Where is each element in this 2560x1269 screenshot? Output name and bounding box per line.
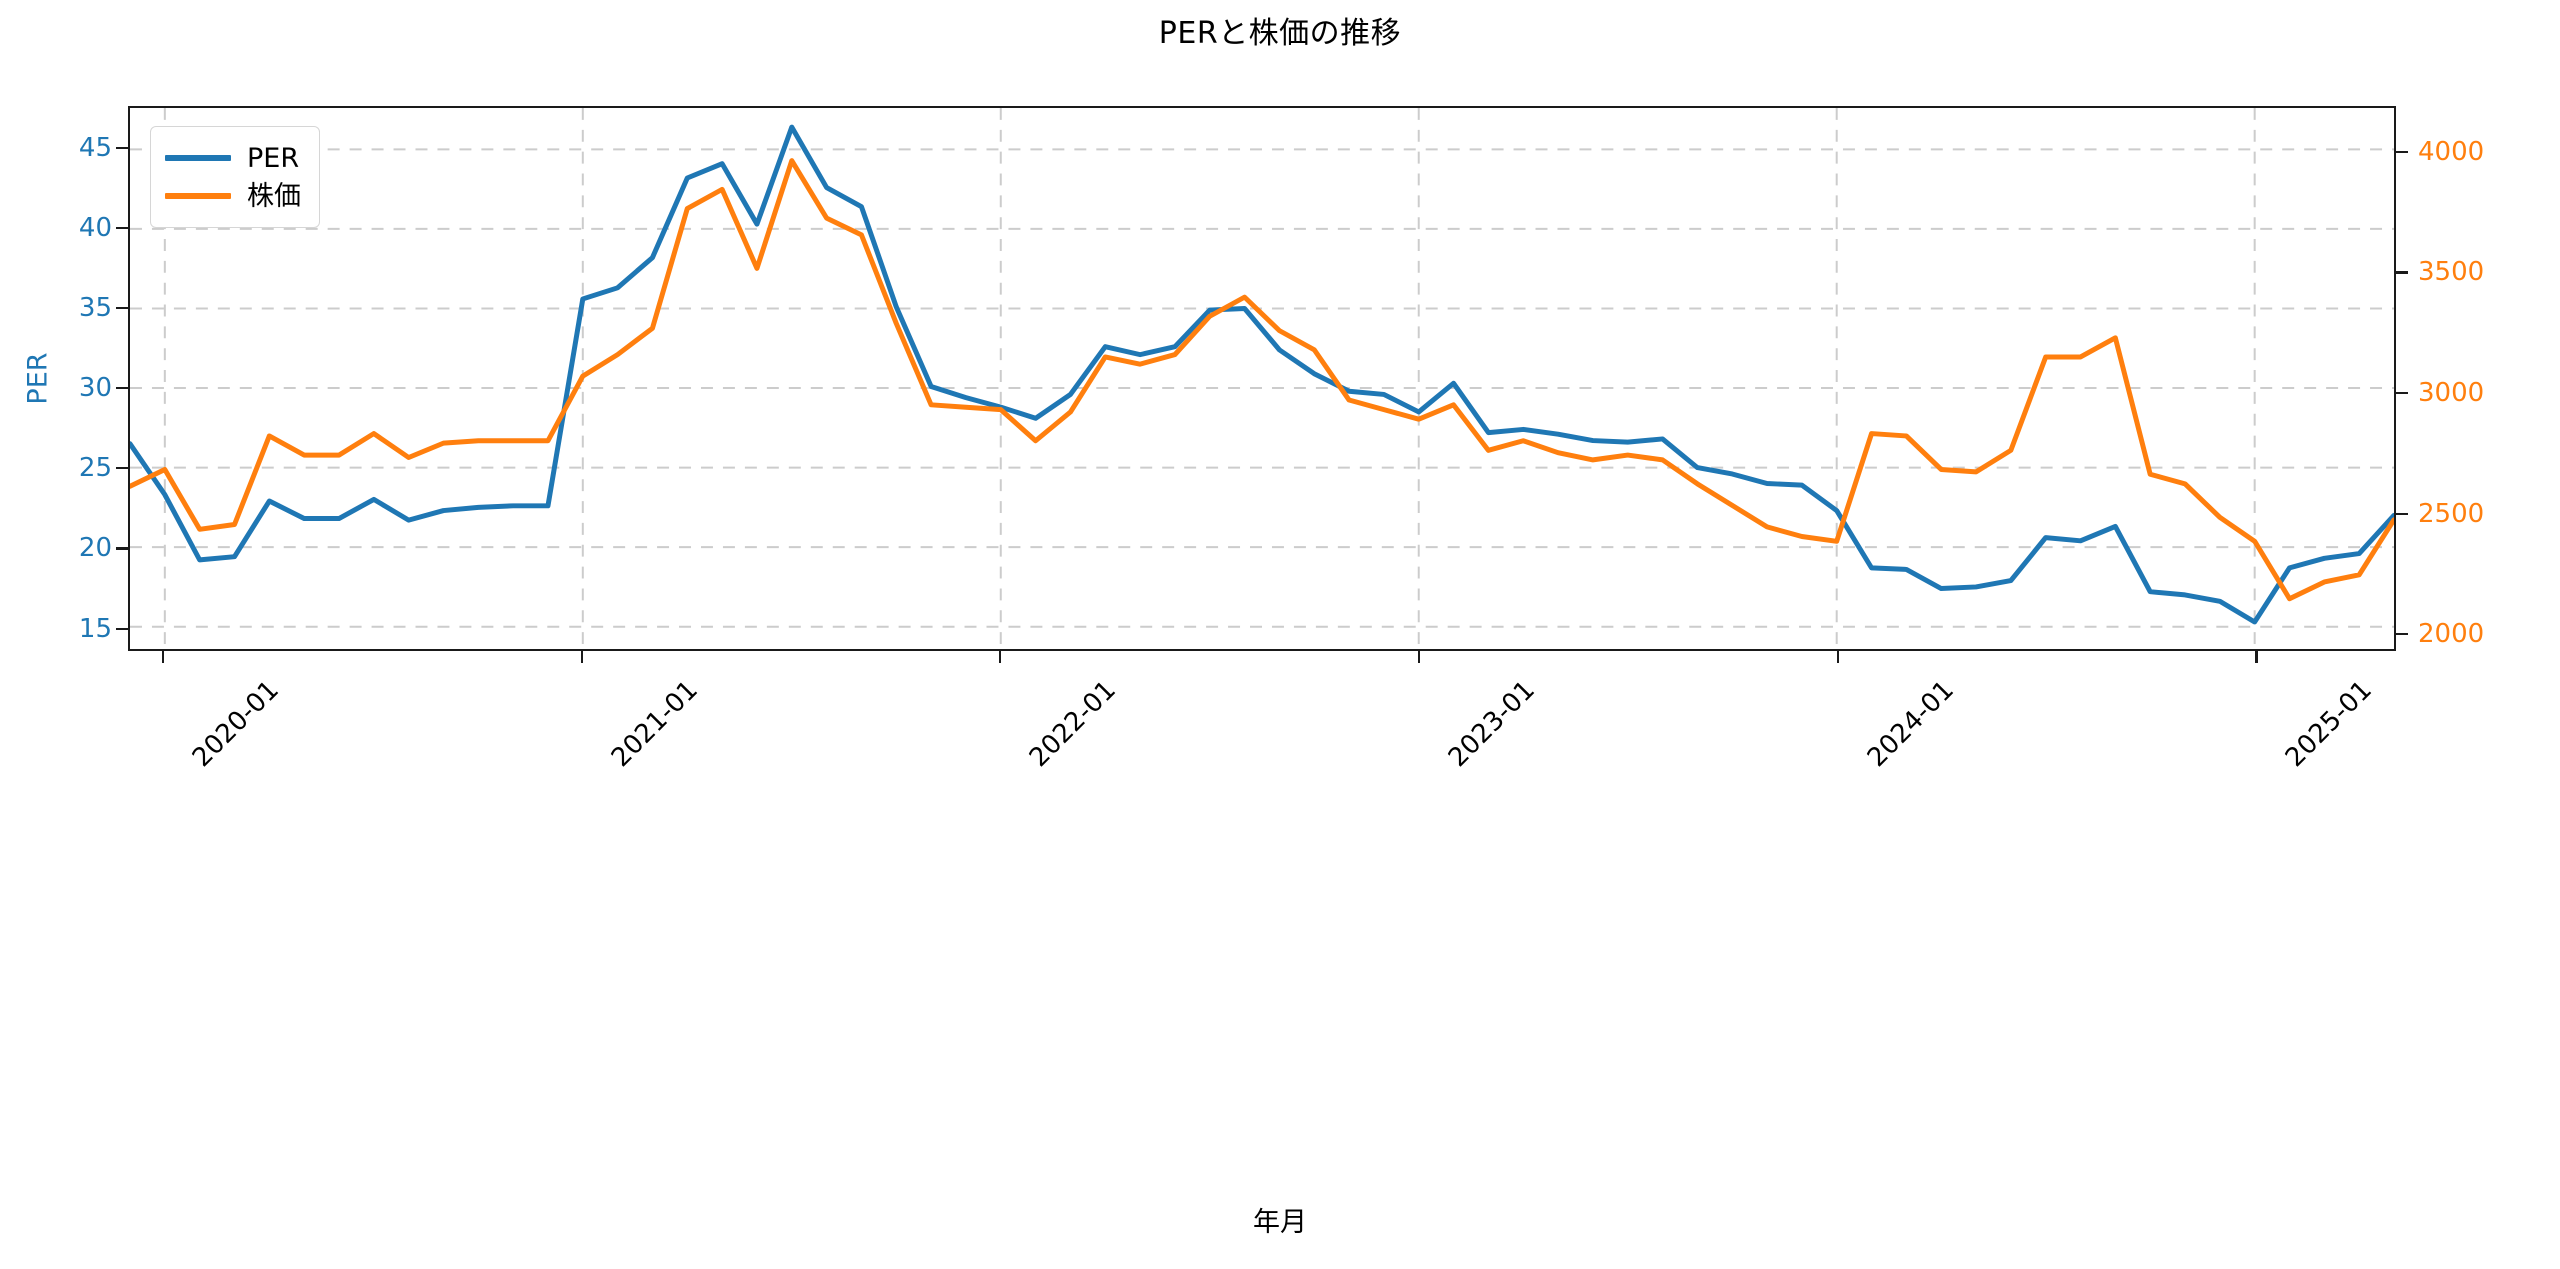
x-axis-tick-mark (580, 651, 583, 663)
x-axis-tick-mark (999, 651, 1002, 663)
series-line-kabuka (130, 158, 2394, 602)
y-axis-left-tick-label: 35 (78, 292, 112, 323)
legend-swatch-kabuka (165, 193, 231, 199)
y-axis-left-label: PER (22, 351, 54, 405)
y-axis-right-tick-label: 3500 (2418, 257, 2485, 288)
x-axis-tick-mark (161, 651, 165, 663)
y-axis-left-tick-label: 30 (78, 373, 112, 404)
x-axis-label: 年月 (1253, 1207, 1307, 1238)
y-axis-left-tick-mark (116, 387, 128, 390)
y-axis-right-tick-mark (2396, 512, 2408, 515)
x-axis-tick-label: 2023-01 (1442, 675, 1541, 774)
y-axis-left-tick-label: 20 (78, 533, 112, 564)
y-axis-left-tick-label: 45 (78, 132, 112, 163)
y-axis-right-tick-mark (2396, 271, 2408, 274)
y-axis-right-tick-label: 3000 (2418, 377, 2485, 408)
y-axis-left-tick-mark (116, 627, 128, 630)
x-axis-tick-label: 2022-01 (1024, 675, 1123, 774)
y-axis-left-tick-mark (116, 547, 128, 550)
legend-item-per[interactable]: PER (165, 139, 301, 177)
legend-item-kabuka[interactable]: 株価 (165, 177, 301, 215)
y-axis-left-tick-mark (116, 226, 128, 229)
y-axis-right-tick-mark (2396, 391, 2408, 395)
x-axis-tick-label: 2024-01 (1861, 675, 1960, 774)
y-axis-left-tick-label: 15 (78, 613, 112, 644)
y-axis-right-tick-label: 4000 (2418, 136, 2485, 167)
x-axis-tick-mark (1836, 651, 1839, 663)
x-axis-tick-label: 2025-01 (2280, 675, 2379, 774)
legend-label-kabuka: 株価 (247, 180, 301, 212)
y-axis-right-tick-label: 2000 (2418, 619, 2485, 650)
x-axis-tick-mark (2255, 651, 2258, 663)
gridlines (130, 108, 2394, 649)
x-axis-tick-label: 2021-01 (605, 675, 704, 774)
chart-title: PERと株価の推移 (1158, 16, 1402, 51)
y-axis-left-tick-mark (116, 306, 128, 310)
legend-label-per: PER (247, 142, 300, 174)
y-axis-left-tick-label: 25 (78, 453, 112, 484)
plot-area: PER 株価 (128, 106, 2396, 651)
chart-legend: PER 株価 (150, 126, 320, 228)
legend-swatch-per (165, 155, 231, 161)
y-axis-right-tick-mark (2396, 150, 2408, 153)
chart-canvas (130, 108, 2394, 649)
x-axis-tick-label: 2020-01 (186, 675, 285, 774)
x-axis-tick-mark (1418, 651, 1421, 663)
series-line-per (130, 124, 2394, 625)
y-axis-left-tick-label: 40 (78, 212, 112, 243)
data-lines (130, 124, 2394, 625)
y-axis-left-tick-mark (116, 467, 128, 470)
y-axis-left-tick-mark (116, 146, 128, 149)
y-axis-right-tick-mark (2396, 633, 2408, 636)
y-axis-right-tick-label: 2500 (2418, 498, 2485, 529)
